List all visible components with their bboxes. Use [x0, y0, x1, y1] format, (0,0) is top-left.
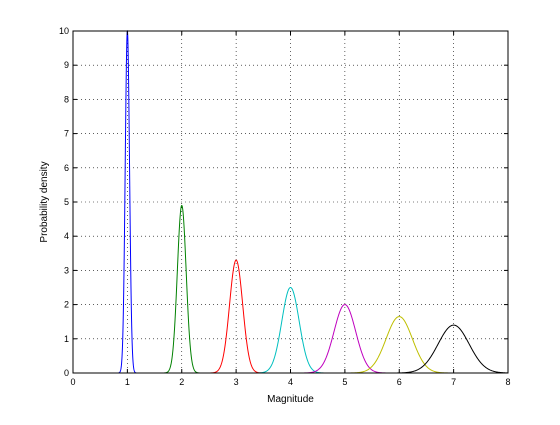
y-tick-label: 6 — [64, 163, 69, 173]
x-tick-label: 7 — [451, 377, 456, 387]
grid — [73, 31, 508, 373]
x-axis-label: Magnitude — [267, 394, 314, 405]
tick-labels: 0 1 2 3 4 5 6 7 8 0 1 2 3 4 5 6 7 8 9 10 — [59, 26, 511, 387]
y-tick-label: 4 — [64, 231, 69, 241]
x-tick-label: 6 — [397, 377, 402, 387]
y-tick-label: 9 — [64, 60, 69, 70]
series-line-2 — [159, 204, 204, 374]
y-tick-label: 5 — [64, 197, 69, 207]
x-tick-label: 3 — [234, 377, 239, 387]
y-tick-label: 3 — [64, 265, 69, 275]
x-tick-label: 5 — [342, 377, 347, 387]
y-tick-label: 1 — [64, 334, 69, 344]
x-tick-label: 2 — [179, 377, 184, 387]
plot-background — [73, 31, 508, 373]
x-tick-label: 4 — [288, 377, 293, 387]
y-tick-label: 7 — [64, 129, 69, 139]
y-tick-label: 0 — [64, 368, 69, 378]
x-tick-label: 8 — [505, 377, 510, 387]
ticks — [72, 30, 509, 374]
x-tick-label: 1 — [125, 377, 130, 387]
y-axis-label: Probability density — [39, 161, 50, 242]
y-tick-label: 10 — [59, 26, 69, 36]
y-tick-label: 2 — [64, 300, 69, 310]
x-tick-label: 0 — [70, 377, 75, 387]
y-tick-label: 8 — [64, 94, 69, 104]
